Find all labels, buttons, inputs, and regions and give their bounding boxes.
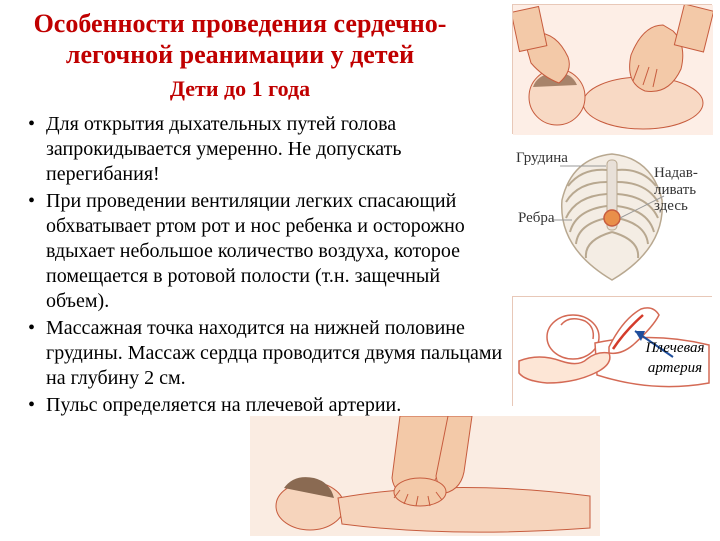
artery-label-line1: Плечевая: [646, 340, 705, 356]
bullet-item: При проведении вентиляции легких спасающ…: [28, 189, 508, 314]
label-ribs: Ребра: [518, 210, 555, 227]
illus-compressions: [250, 416, 600, 536]
label-brachial-artery: Плечевая артерия: [635, 339, 715, 378]
illus-head-tilt: [512, 4, 712, 134]
illustration-column: Грудина Ребра Надав-ливать здесь Плечева…: [512, 4, 712, 412]
label-press-here: Надав-ливать здесь: [654, 165, 710, 215]
artery-label-line2: артерия: [648, 360, 702, 376]
bullet-list: Для открытия дыхательных путей голова за…: [28, 112, 508, 420]
bullet-item: Пульс определяется на плечевой артерии.: [28, 393, 508, 418]
illus-brachial-artery: Плечевая артерия: [512, 296, 712, 406]
illus-ribcage: Грудина Ребра Надав-ливать здесь: [512, 140, 712, 290]
label-sternum: Грудина: [516, 150, 568, 167]
bullet-item: Для открытия дыхательных путей голова за…: [28, 112, 508, 187]
bullet-item: Массажная точка находится на нижней поло…: [28, 316, 508, 391]
